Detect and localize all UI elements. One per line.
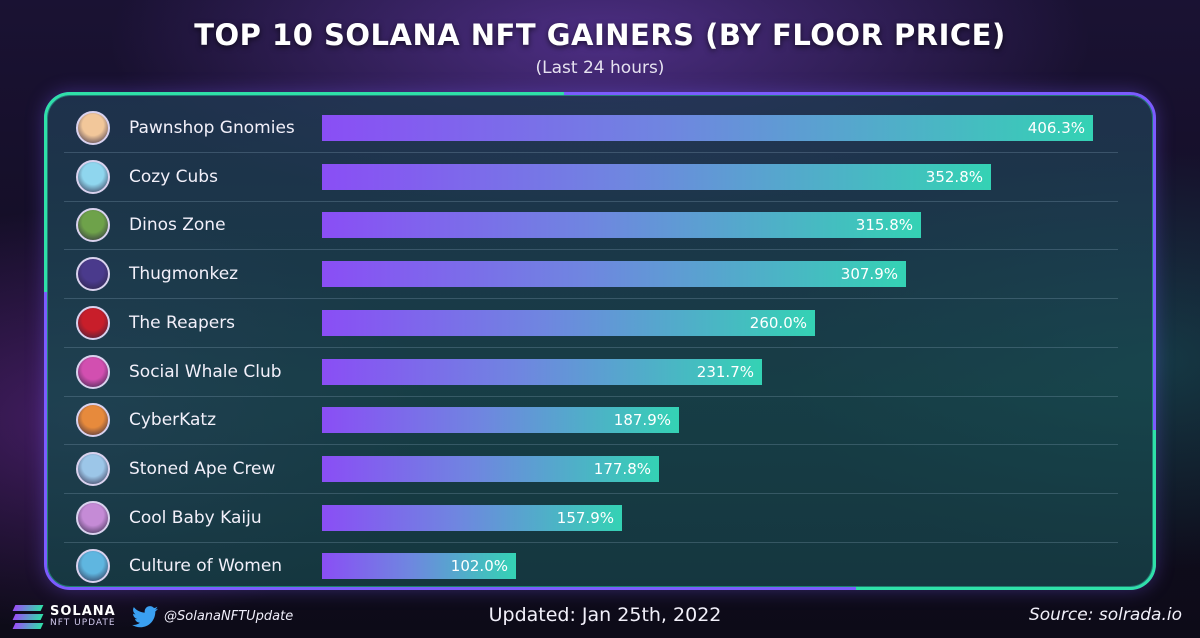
logo-text-nft-update: NFT UPDATE	[50, 618, 116, 628]
category-label: CyberKatz	[129, 410, 217, 430]
source-credit: Source: solrada.io	[1028, 605, 1182, 625]
gnome-avatar-icon	[76, 111, 110, 145]
bar	[322, 212, 921, 238]
bar-value-label: 315.8%	[855, 216, 913, 234]
bar-value-label: 157.9%	[556, 509, 614, 527]
kaiju-avatar-icon	[76, 501, 110, 535]
bar-value-label: 307.9%	[840, 265, 898, 283]
category-label: The Reapers	[129, 313, 236, 333]
bar	[322, 553, 516, 579]
row-divider	[64, 152, 1118, 153]
category-label: Pawnshop Gnomies	[129, 118, 295, 138]
solana-nft-update-logo: SOLANA NFT UPDATE	[12, 603, 126, 631]
bar	[322, 505, 622, 531]
chart-subtitle: (Last 24 hours)	[535, 58, 665, 78]
cat-avatar-icon	[76, 403, 110, 437]
bear-cub-avatar-icon	[76, 160, 110, 194]
row-divider	[64, 201, 1118, 202]
row-divider	[64, 542, 1118, 543]
category-label: Social Whale Club	[129, 362, 282, 382]
bar	[322, 261, 906, 287]
reaper-avatar-icon	[76, 306, 110, 340]
category-label: Culture of Women	[129, 556, 283, 576]
twitter-icon	[132, 606, 158, 628]
bar-value-label: 231.7%	[696, 363, 754, 381]
dino-avatar-icon	[76, 208, 110, 242]
whale-avatar-icon	[76, 355, 110, 389]
monkey-avatar-icon	[76, 257, 110, 291]
woman-avatar-icon	[76, 549, 110, 583]
row-divider	[64, 396, 1118, 397]
twitter-handle: @SolanaNFTUpdate	[164, 609, 294, 624]
bar	[322, 359, 762, 385]
bar	[322, 407, 679, 433]
bar	[322, 115, 1093, 141]
bar	[322, 164, 991, 190]
bar-value-label: 260.0%	[749, 314, 807, 332]
bar	[322, 310, 815, 336]
bar-value-label: 102.0%	[450, 557, 508, 575]
category-label: Dinos Zone	[129, 215, 226, 235]
category-label: Stoned Ape Crew	[129, 459, 276, 479]
row-divider	[64, 444, 1118, 445]
row-divider	[64, 347, 1118, 348]
updated-date: Updated: Jan 25th, 2022	[488, 604, 722, 626]
category-label: Cool Baby Kaiju	[129, 508, 262, 528]
category-label: Cozy Cubs	[129, 167, 218, 187]
chart-title: TOP 10 SOLANA NFT GAINERS (BY FLOOR PRIC…	[194, 18, 1006, 52]
row-divider	[64, 493, 1118, 494]
bar-value-label: 352.8%	[925, 168, 983, 186]
logo-text-solana: SOLANA	[50, 604, 116, 619]
row-divider	[64, 298, 1118, 299]
solana-logo-icon	[12, 605, 44, 629]
category-label: Thugmonkez	[129, 264, 239, 284]
bar	[322, 456, 659, 482]
row-divider	[64, 249, 1118, 250]
bar-value-label: 406.3%	[1027, 119, 1085, 137]
bar-value-label: 187.9%	[613, 411, 671, 429]
bar-value-label: 177.8%	[593, 460, 651, 478]
ape-avatar-icon	[76, 452, 110, 486]
